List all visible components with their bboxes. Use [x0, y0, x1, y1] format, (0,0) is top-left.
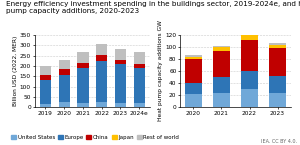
Bar: [96, 44, 107, 55]
Bar: [134, 64, 145, 68]
Bar: [40, 80, 51, 104]
Bar: [115, 49, 126, 60]
Bar: [269, 93, 286, 107]
Bar: [185, 83, 202, 94]
Bar: [58, 60, 70, 69]
Bar: [185, 55, 202, 57]
Bar: [40, 66, 51, 75]
Bar: [269, 45, 286, 48]
Bar: [96, 102, 107, 107]
Bar: [134, 103, 145, 107]
Bar: [96, 61, 107, 102]
Bar: [96, 55, 107, 61]
Bar: [77, 68, 88, 103]
Bar: [213, 93, 230, 107]
Bar: [115, 60, 126, 64]
Bar: [241, 33, 258, 35]
Text: IEA. CC BY 4.0.: IEA. CC BY 4.0.: [261, 139, 297, 144]
Bar: [213, 50, 230, 77]
Y-axis label: Billion USD (2022, MER): Billion USD (2022, MER): [13, 36, 18, 106]
Bar: [269, 43, 286, 45]
Bar: [115, 103, 126, 107]
Bar: [185, 59, 202, 83]
Bar: [213, 46, 230, 48]
Bar: [58, 69, 70, 75]
Legend: United States, Europe, China, Japan, Rest of world: United States, Europe, China, Japan, Res…: [9, 133, 181, 142]
Bar: [185, 94, 202, 107]
Bar: [134, 52, 145, 64]
Bar: [40, 104, 51, 107]
Bar: [40, 75, 51, 80]
Bar: [77, 52, 88, 63]
Bar: [241, 35, 258, 40]
Bar: [241, 89, 258, 107]
Bar: [269, 48, 286, 76]
Bar: [185, 57, 202, 59]
Bar: [115, 64, 126, 103]
Bar: [77, 63, 88, 68]
Bar: [241, 40, 258, 71]
Bar: [213, 77, 230, 93]
Bar: [213, 48, 230, 50]
Bar: [269, 76, 286, 93]
Bar: [134, 68, 145, 103]
Bar: [241, 71, 258, 89]
Y-axis label: Heat pump capacity additions GW: Heat pump capacity additions GW: [158, 21, 163, 122]
Bar: [58, 75, 70, 102]
Bar: [58, 102, 70, 107]
Text: Energy efficiency investment spending in the buildings sector, 2019-2024e, and h: Energy efficiency investment spending in…: [6, 1, 300, 14]
Bar: [77, 103, 88, 107]
